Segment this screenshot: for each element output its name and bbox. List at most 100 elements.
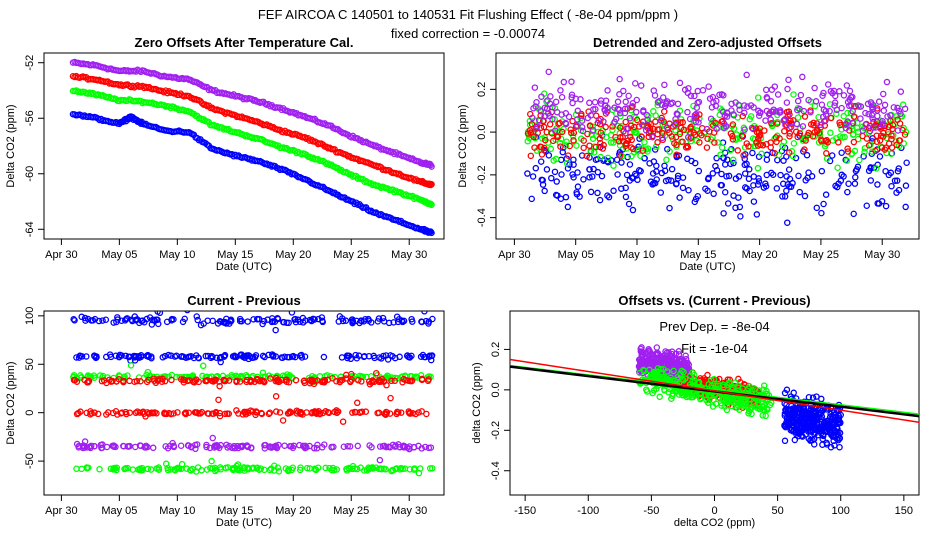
point-purple (653, 344, 661, 351)
point-red (537, 143, 544, 150)
point-green (406, 466, 414, 473)
point-red (844, 148, 852, 155)
point-green (415, 469, 423, 477)
point-green (637, 152, 644, 160)
point-blue (813, 419, 821, 427)
point-red (263, 121, 271, 128)
point-blue (668, 165, 676, 173)
fit-line-red (510, 358, 919, 423)
point-blue (428, 229, 435, 237)
point-blue (730, 159, 737, 167)
point-blue (208, 352, 215, 360)
point-red (408, 377, 416, 384)
point-blue (110, 319, 117, 326)
y-tick-label: -0.2 (490, 421, 502, 440)
point-blue (753, 211, 761, 218)
point-purple (762, 117, 769, 124)
point-purple (676, 79, 684, 87)
point-blue (688, 157, 695, 165)
point-red (683, 142, 691, 150)
point-green (856, 156, 863, 164)
point-green (727, 146, 734, 154)
point-blue (818, 167, 826, 175)
point-purple (401, 443, 408, 451)
point-red (167, 410, 175, 418)
point-blue (835, 180, 842, 187)
point-red (619, 134, 626, 141)
point-blue (268, 315, 276, 322)
point-red (391, 377, 399, 385)
y-tick-label: 0.0 (490, 382, 502, 397)
point-red (351, 408, 359, 416)
point-red (827, 114, 835, 122)
point-red (192, 409, 200, 416)
point-purple (97, 441, 105, 449)
point-red (703, 144, 711, 151)
point-green (147, 466, 155, 473)
point-purple (579, 127, 587, 135)
point-blue (661, 162, 668, 170)
point-purple (831, 102, 838, 109)
point-red (126, 409, 134, 416)
point-red (567, 129, 575, 137)
y-tick-label: -64 (24, 221, 36, 237)
point-blue (545, 152, 553, 159)
point-blue (345, 352, 353, 360)
point-blue (649, 181, 656, 188)
point-purple (87, 444, 94, 452)
point-red (333, 407, 340, 414)
point-red (423, 410, 430, 418)
point-blue (263, 160, 271, 167)
point-blue (604, 192, 611, 199)
point-red (353, 399, 361, 407)
point-red (566, 142, 574, 150)
point-purple (685, 365, 693, 372)
x-tick-label: May 15 (680, 249, 716, 261)
point-red (876, 137, 884, 144)
point-red (185, 409, 193, 416)
point-blue (750, 173, 758, 180)
point-blue (315, 315, 322, 323)
point-red (140, 410, 148, 418)
point-red (374, 409, 381, 417)
figure-subtitle: fixed correction = -0.00074 (391, 26, 545, 41)
point-green (228, 373, 236, 381)
point-green (187, 466, 194, 474)
x-tick-label: May 05 (101, 249, 137, 261)
point-blue (272, 326, 279, 334)
y-tick-label: -0.4 (476, 208, 488, 227)
point-blue (710, 190, 717, 198)
point-purple (657, 117, 665, 124)
point-red (894, 116, 901, 123)
point-red (405, 377, 412, 384)
point-purple (217, 441, 225, 449)
point-purple (875, 98, 883, 105)
point-blue (786, 183, 793, 190)
point-purple (602, 102, 609, 110)
point-blue (888, 182, 895, 190)
point-purple (162, 443, 169, 450)
x-tick-label: May 10 (159, 249, 195, 261)
point-green (229, 464, 237, 472)
point-blue (541, 187, 548, 195)
point-red (627, 122, 635, 129)
point-green (190, 110, 198, 118)
point-blue (570, 156, 577, 163)
point-red (691, 131, 699, 139)
point-purple (820, 106, 828, 114)
point-red (215, 378, 223, 385)
panel-title: Offsets vs. (Current - Previous) (618, 293, 810, 308)
point-blue (408, 352, 415, 360)
plot-frame (509, 310, 920, 496)
point-purple (386, 147, 393, 155)
point-purple (573, 116, 581, 123)
point-blue (221, 352, 228, 360)
point-green (610, 162, 617, 169)
point-blue (184, 311, 191, 314)
point-blue (781, 389, 789, 397)
point-purple (728, 100, 735, 108)
point-purple (211, 442, 219, 450)
point-purple (672, 115, 679, 123)
point-blue (299, 314, 307, 322)
point-red (564, 152, 572, 159)
